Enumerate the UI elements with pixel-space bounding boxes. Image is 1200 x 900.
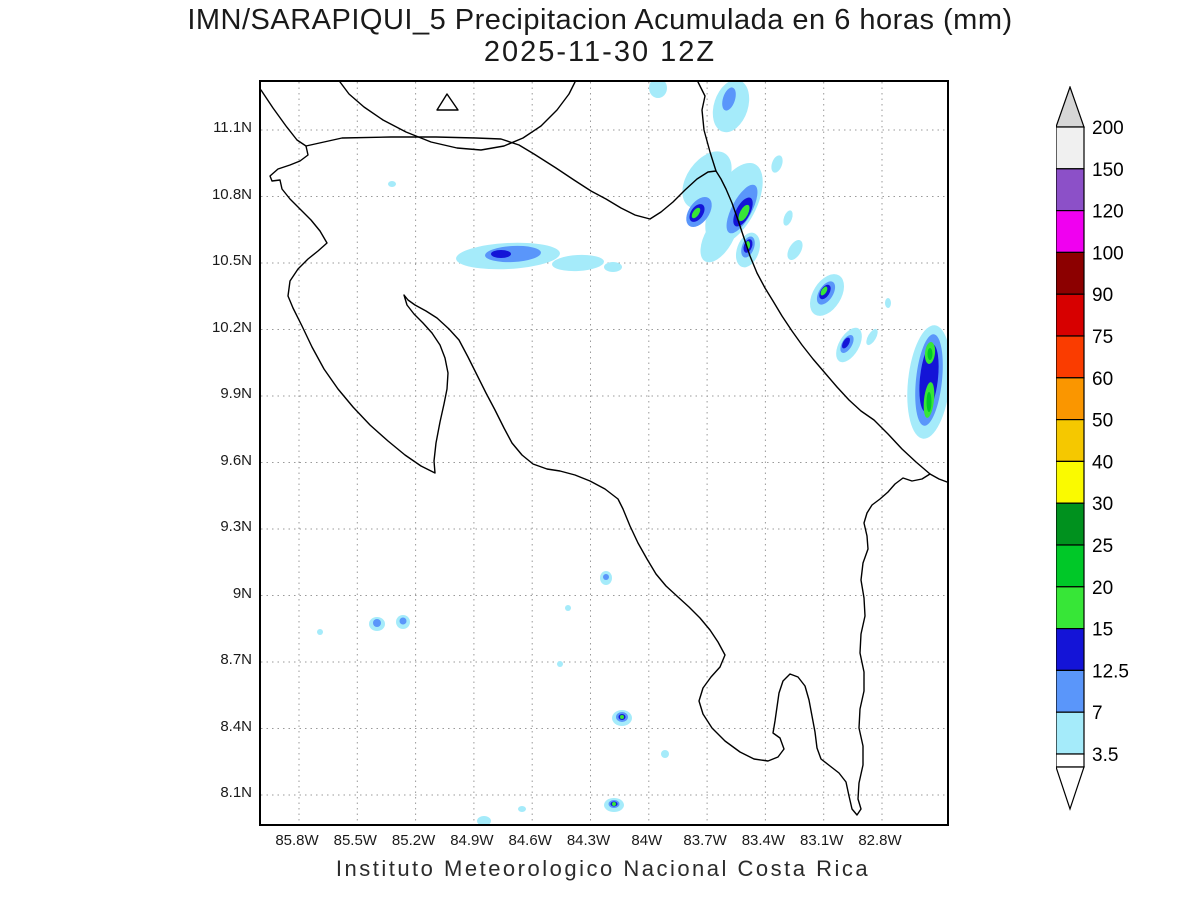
colorbar-svg: 200 150 120 100 90 75 60 50 40 30 25 20 15 12.5 7 3.5 xyxy=(1055,85,1129,811)
colorbar-segment xyxy=(1055,168,1085,212)
colorbar-segment xyxy=(1055,586,1085,630)
lat-label: 9.6N xyxy=(220,451,252,469)
colorbar-segment xyxy=(1055,544,1085,588)
lat-label: 10.8N xyxy=(211,185,252,203)
map-subtitle: 2025-11-30 12Z xyxy=(483,36,717,68)
precipitation-moderate-layer xyxy=(373,87,943,808)
lon-label: 85.5W xyxy=(333,832,377,849)
colorbar-arrow-down xyxy=(1055,766,1085,811)
nicaragua-caribbean-coastline xyxy=(697,82,717,172)
colorbar-arrow-up xyxy=(1055,85,1085,128)
colorbar-label: 40 xyxy=(1092,452,1113,473)
map-title: IMN/SARAPIQUI_5 Precipitacion Acumulada … xyxy=(187,4,1013,36)
colorbar-label: 7 xyxy=(1092,703,1103,724)
lon-label: 84.6W xyxy=(508,832,552,849)
costa-rica-coastline xyxy=(269,136,931,816)
lon-label: 85.8W xyxy=(275,832,319,849)
nicaragua-pacific-coastline xyxy=(261,89,307,147)
map-plot-frame xyxy=(259,80,949,826)
colorbar-label: 12.5 xyxy=(1092,661,1129,682)
footer-caption: Instituto Meteorologico Nacional Costa R… xyxy=(335,856,871,881)
lat-label: 8.1N xyxy=(220,784,252,801)
colorbar-label: 75 xyxy=(1092,327,1113,348)
lat-label: 10.2N xyxy=(211,318,252,336)
map-svg xyxy=(261,82,947,824)
lat-label: 10.5N xyxy=(211,252,252,269)
lat-label: 8.7N xyxy=(220,651,252,668)
colorbar-label: 60 xyxy=(1092,369,1113,390)
colorbar-label: 50 xyxy=(1092,411,1113,432)
lon-label: 84W xyxy=(631,832,663,849)
colorbar-label: 100 xyxy=(1092,243,1124,264)
colorbar-segment xyxy=(1055,209,1085,253)
colorbar-label: 150 xyxy=(1092,160,1124,181)
colorbar-label: 30 xyxy=(1092,494,1113,515)
colorbar-segment xyxy=(1055,335,1085,379)
colorbar-segment xyxy=(1055,377,1085,421)
colorbar-segment xyxy=(1055,669,1085,713)
precipitation-heavy-layer xyxy=(491,197,939,807)
colorbar-segment xyxy=(1055,419,1085,463)
colorbar-segment xyxy=(1055,460,1085,504)
colorbar-label: 200 xyxy=(1092,118,1124,139)
precipitation-intense-core-layer xyxy=(926,348,933,412)
lat-label: 11.1N xyxy=(213,119,252,136)
lake-nicaragua-island xyxy=(436,93,459,111)
colorbar-label: 3.5 xyxy=(1092,745,1118,766)
lon-label: 83.1W xyxy=(800,832,844,849)
lon-label: 84.3W xyxy=(566,832,611,849)
panama-caribbean-coastline xyxy=(929,473,947,483)
lon-label: 85.2W xyxy=(391,832,436,849)
lon-label: 83.7W xyxy=(683,832,727,849)
lon-label: 84.9W xyxy=(450,832,494,849)
colorbar-segment xyxy=(1055,251,1085,295)
colorbar-label: 15 xyxy=(1092,620,1113,641)
colorbar-label: 20 xyxy=(1092,578,1113,599)
colorbar-segment xyxy=(1055,293,1085,337)
lon-label: 83.4W xyxy=(741,832,786,849)
lat-label: 9.3N xyxy=(220,518,252,535)
colorbar-label: 120 xyxy=(1092,202,1124,223)
lat-label: 9.9N xyxy=(220,385,252,402)
lat-label: 8.4N xyxy=(220,717,252,735)
colorbar-segment xyxy=(1055,627,1085,671)
colorbar-segment xyxy=(1055,753,1085,768)
colorbar-label: 90 xyxy=(1092,285,1113,306)
colorbar-segment xyxy=(1055,711,1085,755)
lon-label: 82.8W xyxy=(858,832,902,849)
precipitation-green-core-layer xyxy=(612,204,936,806)
grid-lines xyxy=(261,82,947,824)
lake-nicaragua-shoreline xyxy=(339,82,576,151)
precipitation-light-layer xyxy=(317,82,947,824)
colorbar-segment xyxy=(1055,502,1085,546)
lat-label: 9N xyxy=(232,584,252,602)
colorbar: 200 150 120 100 90 75 60 50 40 30 25 20 15 12.5 7 3.5 xyxy=(1055,85,1166,826)
colorbar-label: 25 xyxy=(1092,536,1113,557)
colorbar-segment xyxy=(1055,126,1085,170)
